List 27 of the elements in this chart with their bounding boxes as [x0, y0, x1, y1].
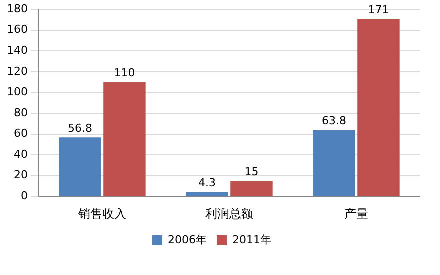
y-tick-label: 40	[14, 148, 28, 161]
y-tick-label: 60	[14, 127, 28, 140]
data-label: 56.8	[68, 122, 93, 135]
x-tick-label: 利润总额	[206, 206, 254, 221]
y-tick-label: 140	[6, 44, 28, 58]
legend-label: 2011年	[232, 233, 272, 246]
bar	[104, 82, 146, 196]
bar	[313, 130, 356, 196]
legend-label: 2006年	[168, 233, 208, 246]
bar	[59, 138, 102, 196]
data-label: 63.8	[322, 114, 347, 128]
data-label: 15	[244, 165, 259, 178]
y-tick-label: 20	[14, 168, 28, 182]
y-tick-label: 180	[6, 2, 28, 16]
bar	[186, 192, 228, 196]
y-tick-label: 100	[6, 86, 28, 99]
data-label: 171	[368, 3, 390, 16]
data-label: 110	[114, 66, 136, 80]
y-tick-label: 0	[20, 189, 28, 202]
bar	[230, 181, 273, 196]
x-tick-label: 产量	[344, 206, 368, 221]
bar	[358, 18, 400, 196]
y-tick-label: 80	[14, 106, 28, 120]
y-tick-label: 160	[6, 23, 28, 36]
y-tick-label: 120	[6, 64, 28, 78]
x-tick-label: 销售收入	[77, 206, 126, 221]
data-label: 4.3	[198, 176, 216, 190]
